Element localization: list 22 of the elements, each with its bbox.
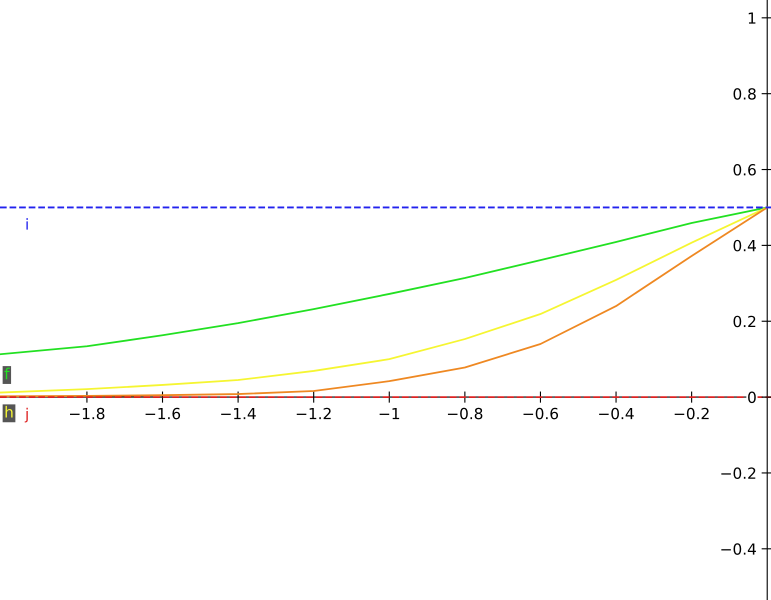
x-tick-label: −1.4 [221,408,256,420]
series-label: h [6,406,13,418]
x-tick-label: −1.6 [146,408,180,420]
x-tick-label: −0.8 [448,408,482,420]
x-tick-label: −0.6 [524,408,558,420]
y-tick-label: 0.2 [734,316,756,328]
y-tick-label: −0.2 [721,467,756,479]
y-tick-label: −0.4 [721,543,756,555]
ref-line-label: i [26,218,28,230]
line-series [0,206,768,356]
ref-line-label: j [24,408,28,422]
y-tick-label: 1 [748,12,756,24]
y-tick-label: 0.8 [734,88,756,100]
x-tick-label: −1.8 [70,408,104,420]
x-tick-label: −1.2 [296,408,331,420]
x-tick-label: −0.2 [674,408,709,420]
x-tick-label: −1 [380,408,400,420]
series-label: f [4,368,10,380]
y-tick-label: 0.6 [734,164,756,176]
x-tick-label: −0.4 [599,408,634,420]
y-tick-label: 0.4 [734,240,756,252]
y-tick-label: 0 [748,392,756,404]
